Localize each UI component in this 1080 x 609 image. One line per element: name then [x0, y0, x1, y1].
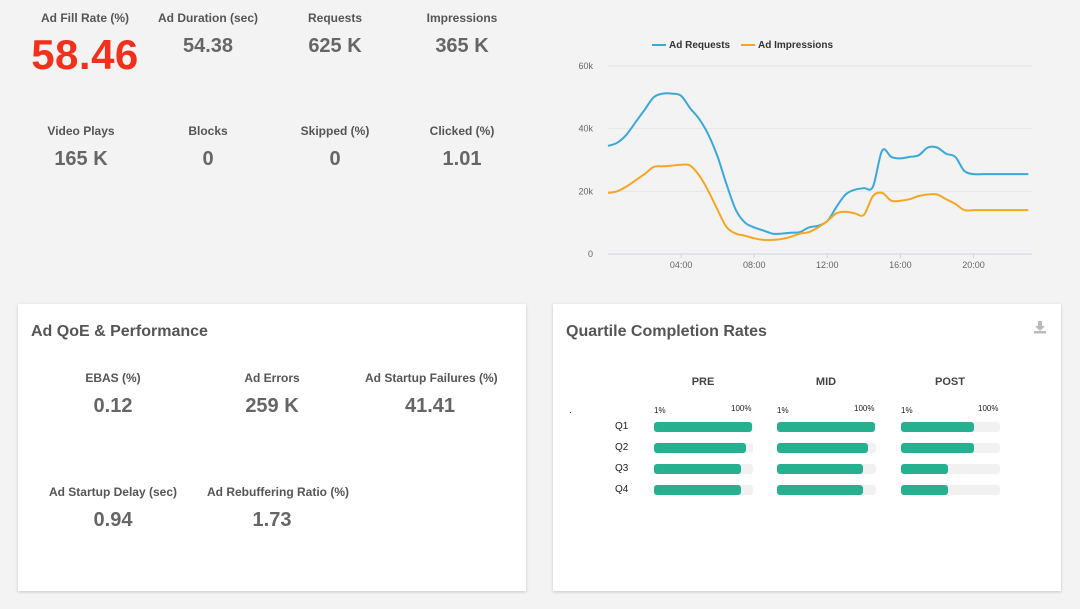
qoe-metric-rebuffering: Ad Rebuffering Ratio (%) 1.73: [207, 485, 349, 532]
quartile-bar-track: [901, 443, 1000, 453]
metric-impressions: Impressions 365 K: [397, 11, 527, 58]
metric-ad-duration: Ad Duration (sec) 54.38: [143, 11, 273, 58]
quartile-bar-fill: [777, 443, 869, 453]
quartile-row-label: Q1: [615, 421, 629, 432]
quartile-bar-track: [654, 485, 753, 495]
metric-value: 365 K: [435, 35, 489, 57]
metric-video-plays: Video Plays 165 K: [16, 124, 146, 171]
quartile-bar-fill: [654, 443, 747, 453]
series-line-ad-requests: [607, 92, 1029, 235]
metric-value: 58.46: [31, 31, 139, 78]
metric-blocks: Blocks 0: [143, 124, 273, 171]
metric-value: 165 K: [54, 148, 108, 170]
metric-label: Clicked (%): [429, 124, 495, 138]
legend-label: Ad Impressions: [758, 40, 833, 51]
series-line-ad-impressions: [607, 163, 1029, 242]
quartile-bar-fill: [901, 443, 975, 453]
quartile-bar-track: [654, 443, 753, 453]
requests-impressions-chart[interactable]: 0 20k 40k 60k 04:00 08:00 12:00 16:00 20:00 Ad Re…: [560, 32, 1050, 282]
metric-label: Ad Duration (sec): [157, 11, 258, 25]
metric-label: Ad Errors: [244, 371, 300, 385]
scale-min-label: 1%: [777, 406, 789, 415]
metric-label: Ad Rebuffering Ratio (%): [207, 485, 349, 499]
x-tick-label: 04:00: [670, 260, 693, 270]
quartile-col-header: PRE: [691, 376, 715, 388]
qoe-metric-ebas: EBAS (%) 0.12: [48, 371, 178, 418]
quartile-bar-fill: [654, 422, 752, 432]
metric-value: 1.73: [252, 509, 292, 531]
quartile-bar-fill: [901, 422, 975, 432]
line-chart-svg: 0 20k 40k 60k 04:00 08:00 12:00 16:00 20:00 Ad Re…: [578, 40, 1032, 270]
quartile-bar-fill: [654, 485, 742, 495]
y-tick-label: 0: [588, 249, 593, 259]
x-tick-label: 16:00: [889, 260, 912, 270]
metric-label: EBAS (%): [85, 371, 141, 385]
quartile-bar-fill: [901, 464, 948, 474]
metric-label: Ad Fill Rate (%): [40, 11, 129, 25]
scale-max-label: 100%: [978, 404, 999, 413]
quartile-bar-track: [777, 485, 876, 495]
metric-value: 54.38: [182, 35, 234, 57]
x-tick-label: 20:00: [962, 260, 985, 270]
y-tick-label: 20k: [578, 186, 593, 196]
metric-value: 625 K: [308, 35, 362, 57]
metric-value: 41.41: [404, 395, 456, 417]
scale-min-label: 1%: [654, 406, 666, 415]
metric-label: Ad Startup Delay (sec): [48, 485, 178, 499]
metric-value: 0: [202, 148, 214, 170]
metric-value: 0: [329, 148, 341, 170]
metric-value: 0.94: [93, 509, 133, 531]
qoe-metric-startup-delay: Ad Startup Delay (sec) 0.94: [48, 485, 178, 532]
metric-label: Ad Startup Failures (%): [365, 371, 498, 385]
metric-ad-fill-rate: Ad Fill Rate (%) 58.46: [20, 11, 150, 79]
scale-max-label: 100%: [854, 404, 875, 413]
quartile-bar-track: [777, 422, 876, 432]
quartile-bar-track: [777, 464, 876, 474]
download-icon[interactable]: [1033, 320, 1047, 334]
quartile-dot: .: [569, 405, 572, 416]
x-tick-label: 08:00: [743, 260, 766, 270]
quartile-bar-fill: [901, 485, 948, 495]
y-tick-label: 60k: [578, 61, 593, 71]
quartile-col-header: MID: [815, 376, 837, 388]
qoe-metric-ad-errors: Ad Errors 259 K: [207, 371, 337, 418]
y-tick-label: 40k: [578, 124, 593, 134]
metric-label: Requests: [307, 11, 363, 25]
metric-skipped: Skipped (%) 0: [270, 124, 400, 171]
metric-value: 259 K: [245, 395, 299, 417]
quartile-bar-fill: [777, 422, 875, 432]
metric-label: Blocks: [188, 124, 228, 138]
metric-value: 0.12: [93, 395, 133, 417]
quartile-panel: Quartile Completion Rates . PRE 1% 100% MID…: [553, 304, 1061, 591]
metric-value: 1.01: [442, 148, 482, 170]
quartile-bar-fill: [777, 464, 864, 474]
quartile-row-label: Q2: [615, 442, 629, 453]
quartile-bar-track: [654, 464, 753, 474]
scale-min-label: 1%: [901, 406, 913, 415]
quartile-col-header: POST: [935, 376, 965, 388]
legend-label: Ad Requests: [669, 40, 731, 51]
metric-label: Video Plays: [47, 124, 115, 138]
x-tick-label: 12:00: [816, 260, 839, 270]
metric-requests: Requests 625 K: [270, 11, 400, 58]
quartile-bar-fill: [654, 464, 742, 474]
quartile-bar-track: [901, 422, 1000, 432]
quartile-bar-track: [901, 464, 1000, 474]
quartile-bar-fill: [777, 485, 864, 495]
quartile-bar-track: [901, 485, 1000, 495]
quartile-row-label: Q4: [615, 484, 629, 495]
metric-clicked: Clicked (%) 1.01: [397, 124, 527, 171]
panel-title: Ad QoE & Performance: [31, 323, 208, 340]
qoe-metric-startup-failures: Ad Startup Failures (%) 41.41: [365, 371, 498, 418]
quartile-bar-track: [654, 422, 753, 432]
quartile-bar-track: [777, 443, 876, 453]
scale-max-label: 100%: [731, 404, 752, 413]
ad-qoe-panel: Ad QoE & Performance EBAS (%) 0.12 Ad Er…: [18, 304, 526, 591]
quartile-row-label: Q3: [615, 463, 629, 474]
metric-label: Skipped (%): [300, 124, 370, 138]
panel-title: Quartile Completion Rates: [566, 323, 767, 340]
metric-label: Impressions: [426, 11, 498, 25]
